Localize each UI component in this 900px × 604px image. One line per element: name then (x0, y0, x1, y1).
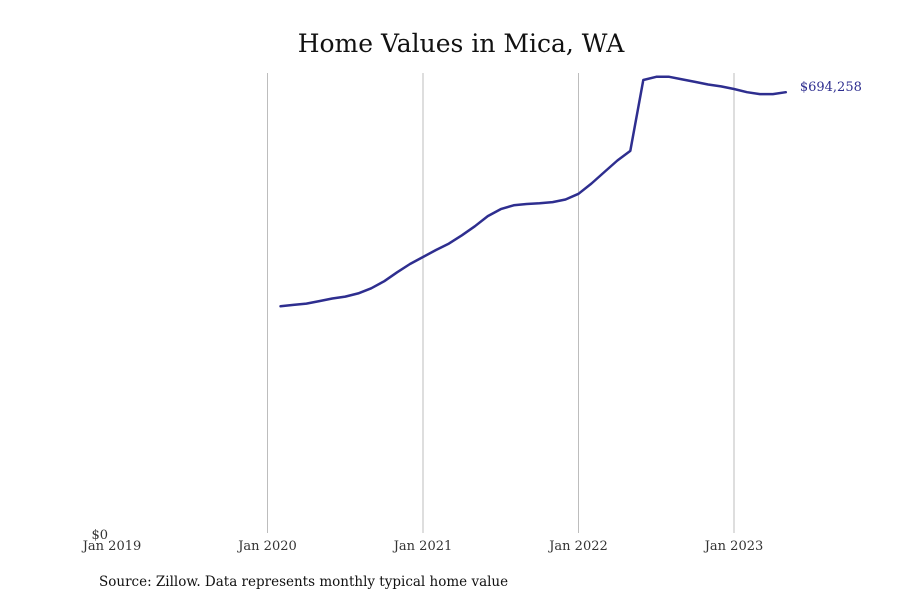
x-tick-label: Jan 2021 (392, 539, 453, 554)
x-tick-label: Jan 2020 (236, 539, 297, 554)
series-line (279, 75, 788, 308)
chart-title: Home Values in Mica, WA (298, 29, 626, 58)
x-tick-label: Jan 2023 (703, 539, 764, 554)
grid-lines (267, 73, 735, 533)
y-tick-label: $0 (91, 528, 108, 543)
end-value-label: $694,258 (800, 80, 862, 95)
x-tick-label: Jan 2019 (81, 539, 142, 554)
x-tick-label: Jan 2022 (547, 539, 608, 554)
series-layer (279, 75, 788, 308)
axis-labels: Jan 2019 Jan 2020 Jan 2021 Jan 2022 Jan 2023… (81, 80, 862, 554)
source-note: Source: Zillow. Data represents monthly … (99, 574, 508, 590)
